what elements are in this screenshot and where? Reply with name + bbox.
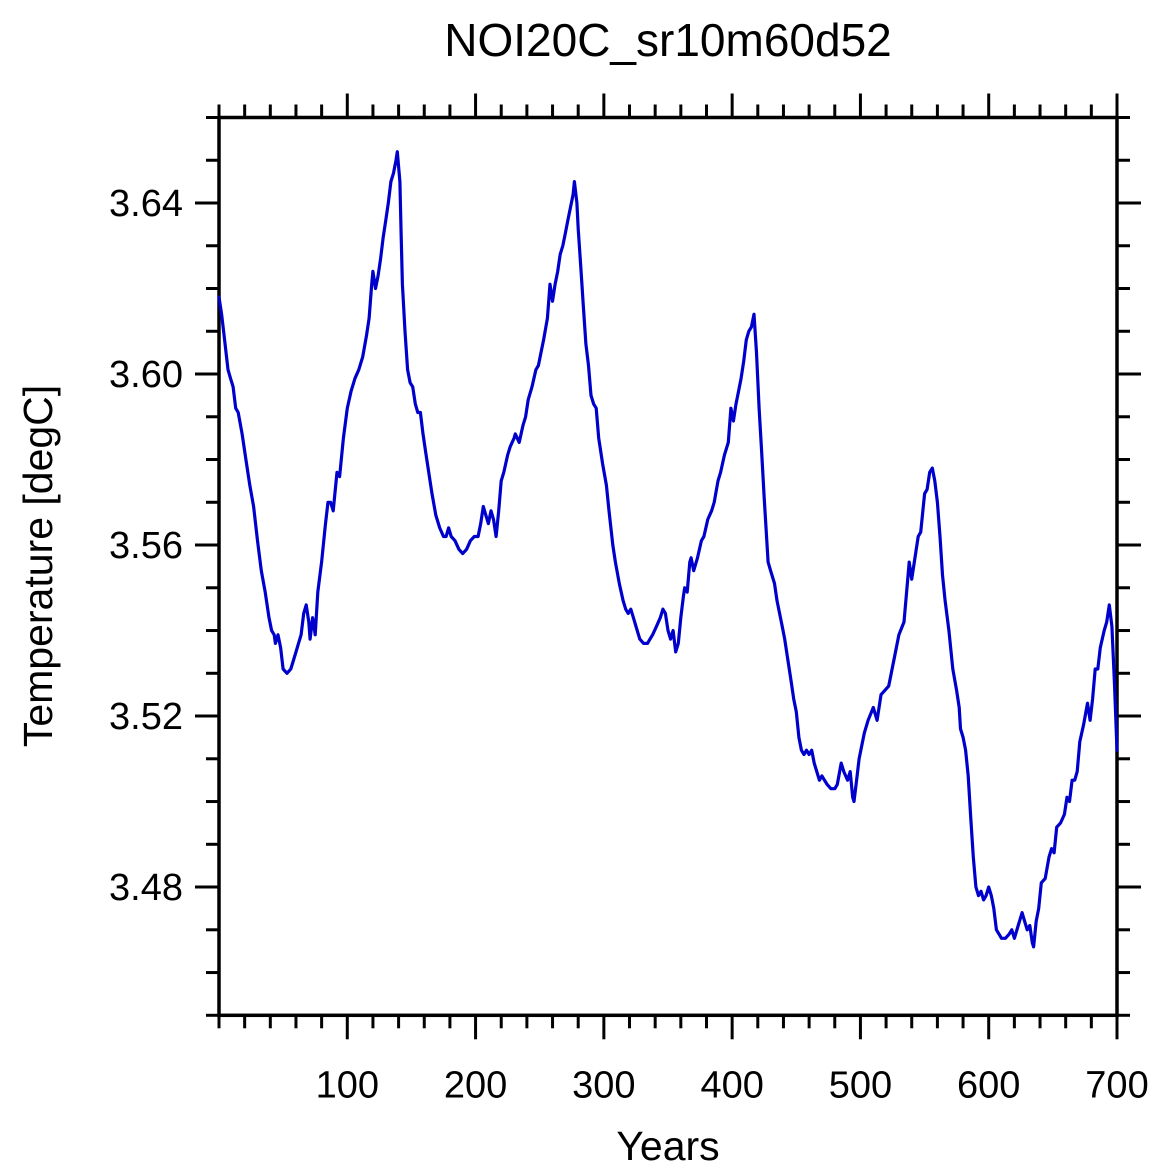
y-tick-label: 3.52 <box>109 696 183 738</box>
chart-title: NOI20C_sr10m60d52 <box>444 14 891 66</box>
axes-layer: 100 200 300 400 500 600 700 3.48 3.52 3.56 3.60 3.6… <box>109 93 1149 1106</box>
series-layer <box>217 150 1119 949</box>
temperature-line <box>217 150 1119 949</box>
x-tick-label: 700 <box>1085 1064 1148 1106</box>
x-tick-label: 500 <box>829 1064 892 1106</box>
x-tick-label: 300 <box>572 1064 635 1106</box>
y-tick-label: 3.64 <box>109 183 183 225</box>
x-tick-label: 200 <box>444 1064 507 1106</box>
plot-frame <box>217 115 1119 1018</box>
x-tick-label: 100 <box>316 1064 379 1106</box>
x-tick-label: 600 <box>957 1064 1020 1106</box>
y-tick-label: 3.48 <box>109 867 183 909</box>
y-tick-label: 3.56 <box>109 525 183 567</box>
y-axis-label: Temperature [degC] <box>15 385 61 747</box>
x-axis-label: Years <box>616 1123 719 1169</box>
y-tick-label: 3.60 <box>109 354 183 396</box>
x-tick-label: 400 <box>700 1064 763 1106</box>
